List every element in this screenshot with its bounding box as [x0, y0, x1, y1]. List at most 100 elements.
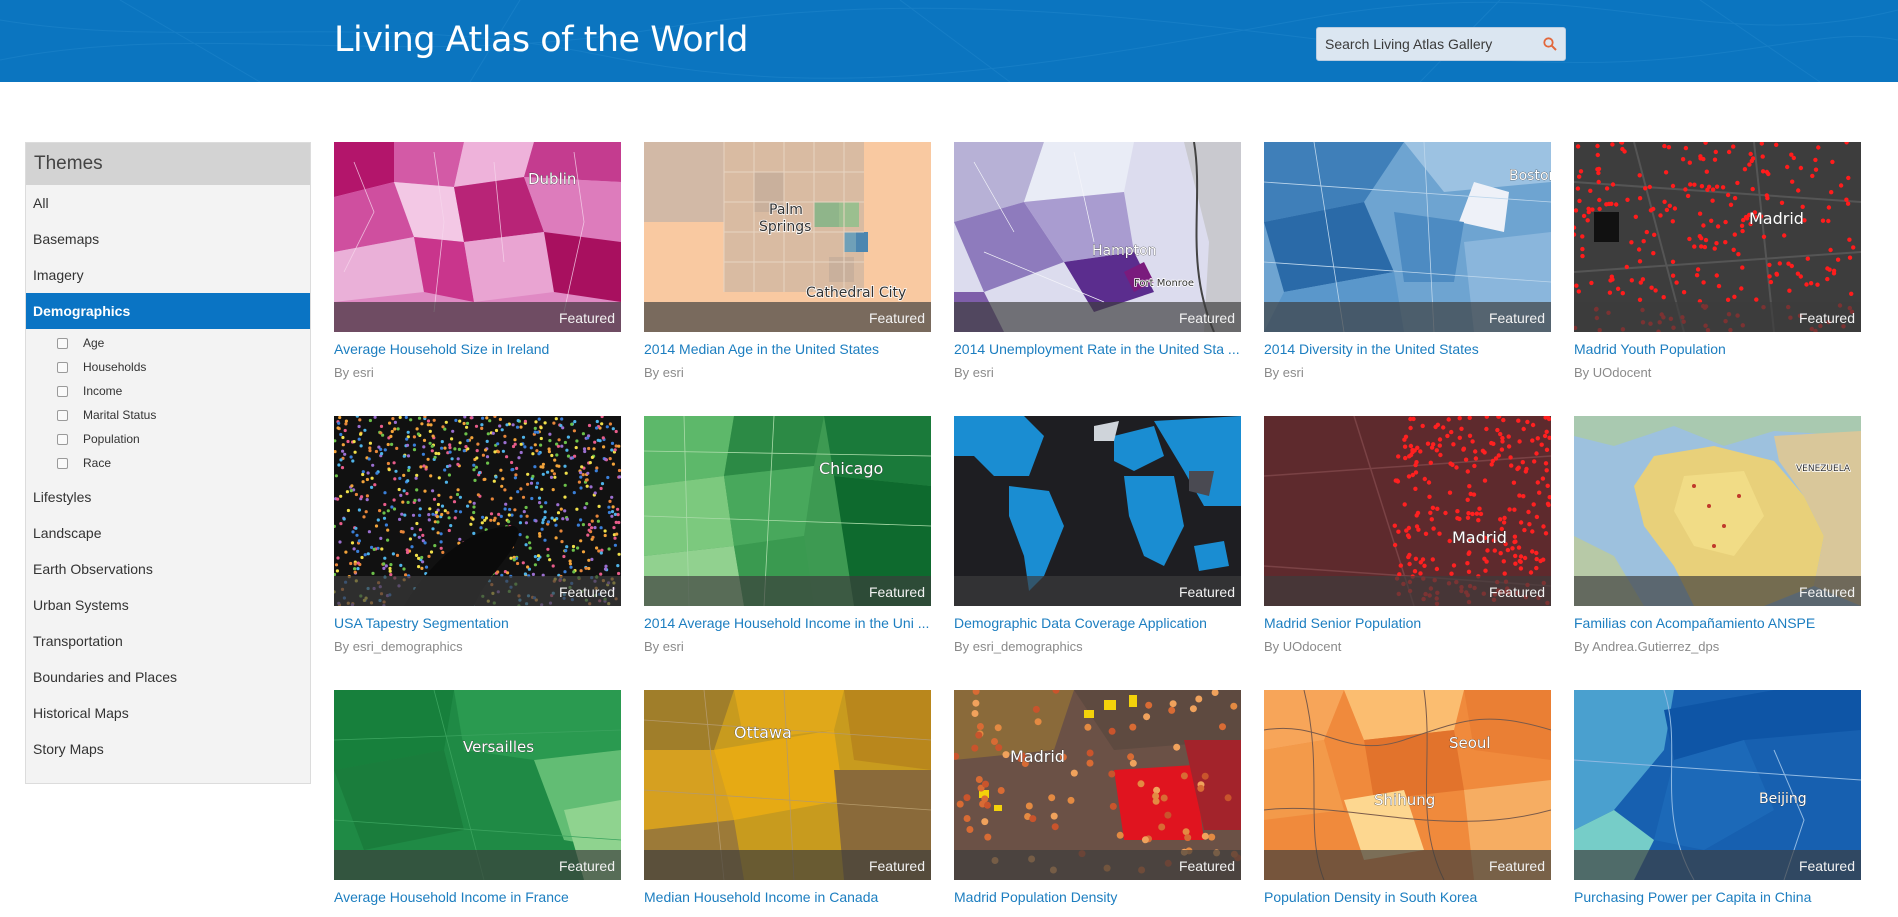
sidebar-item-all[interactable]: All — [33, 195, 49, 211]
map-dot — [616, 507, 620, 511]
map-dot — [1710, 198, 1715, 203]
income-checkbox[interactable] — [57, 385, 68, 397]
thumbnail-us-unemployment-rate[interactable]: Hampton Fort Monroe Featured — [954, 142, 1241, 332]
author-link[interactable]: esri — [352, 365, 374, 380]
card-title-link[interactable]: 2014 Average Household Income in the Uni… — [644, 615, 930, 631]
sidebar-item-earth-observations[interactable]: Earth Observations — [33, 561, 153, 577]
card-title-link[interactable]: Purchasing Power per Capita in China — [1574, 889, 1812, 905]
sidebar-item-demographics[interactable]: Demographics — [26, 293, 310, 329]
map-dot — [599, 572, 603, 576]
map-dot — [476, 493, 480, 497]
thumbnail-france-household-income[interactable]: Versailles Featured — [334, 690, 621, 880]
sidebar-item-transportation[interactable]: Transportation — [33, 633, 123, 649]
map-dot — [539, 465, 543, 469]
map-dot — [1844, 197, 1849, 202]
author-link[interactable]: UOdocent — [1592, 365, 1652, 380]
card-title-link[interactable]: Madrid Population Density — [954, 889, 1118, 905]
map-dot — [577, 480, 581, 484]
author-link[interactable]: esri_demographics — [352, 639, 463, 654]
age-checkbox[interactable] — [57, 337, 68, 349]
sidebar-item-lifestyles[interactable]: Lifestyles — [33, 489, 92, 505]
card-author: By esri_demographics — [334, 639, 621, 655]
subitem-age[interactable]: Age — [26, 331, 310, 355]
sidebar-item-basemaps[interactable]: Basemaps — [33, 231, 100, 247]
race-checkbox[interactable] — [57, 457, 68, 469]
map-dot — [1670, 259, 1676, 264]
subitem-marital-status[interactable]: Marital Status — [26, 403, 310, 427]
subitem-households[interactable]: Households — [26, 355, 310, 379]
card-title-link[interactable]: USA Tapestry Segmentation — [334, 615, 509, 631]
author-link[interactable]: esri_demographics — [972, 639, 1083, 654]
map-dot — [1408, 416, 1413, 422]
map-dot — [1546, 416, 1551, 422]
map-dot — [1467, 550, 1472, 555]
sidebar-item-story-maps[interactable]: Story Maps — [33, 741, 104, 757]
card-title-link[interactable]: Population Density in South Korea — [1264, 889, 1478, 905]
card-title-link[interactable]: Familias con Acompañamiento ANSPE — [1574, 615, 1816, 631]
thumbnail-usa-tapestry[interactable]: Featured — [334, 416, 621, 606]
sidebar-item-imagery[interactable]: Imagery — [33, 267, 84, 283]
thumbnail-china-purchasing-power[interactable]: Beijing Featured — [1574, 690, 1861, 880]
search-icon[interactable] — [1542, 36, 1558, 52]
card-title-link[interactable]: 2014 Diversity in the United States — [1264, 341, 1479, 357]
map-dot — [388, 566, 392, 571]
map-dot — [593, 491, 597, 495]
thumbnail-south-korea-density[interactable]: Seoul Shihung Featured — [1264, 690, 1551, 880]
thumbnail-us-diversity[interactable]: Boston Featured — [1264, 142, 1551, 332]
map-dot — [492, 479, 496, 483]
map-dot — [1522, 555, 1528, 561]
author-link[interactable]: esri — [972, 365, 994, 380]
map-dot — [500, 484, 504, 488]
map-dot — [1732, 294, 1737, 299]
population-checkbox[interactable] — [57, 433, 68, 445]
author-link[interactable]: esri — [662, 639, 684, 654]
map-dot — [610, 495, 614, 499]
author-link[interactable]: esri — [662, 365, 684, 380]
card-title-link[interactable]: 2014 Median Age in the United States — [644, 341, 880, 357]
thumbnail-canada-household-income[interactable]: Ottawa Featured — [644, 690, 931, 880]
sidebar-item-landscape[interactable]: Landscape — [33, 525, 102, 541]
author-link[interactable]: Andrea.Gutierrez_dps — [1592, 639, 1720, 654]
subitem-population[interactable]: Population — [26, 427, 310, 451]
thumbnail-us-household-income[interactable]: Chicago Featured — [644, 416, 931, 606]
card-title-link[interactable]: Madrid Youth Population — [1574, 341, 1726, 357]
thumbnail-data-coverage[interactable]: Featured — [954, 416, 1241, 606]
map-dot — [1434, 448, 1439, 453]
thumbnail-madrid-senior[interactable]: Madrid Featured — [1264, 416, 1551, 606]
map-dot — [436, 531, 440, 535]
map-dot — [535, 485, 539, 489]
search-input[interactable] — [1317, 28, 1553, 60]
card-title-link[interactable]: 2014 Unemployment Rate in the United Sta… — [954, 341, 1240, 357]
featured-label: Featured — [1178, 310, 1235, 326]
author-link[interactable]: UOdocent — [1282, 639, 1342, 654]
sidebar-item-historical-maps[interactable]: Historical Maps — [33, 705, 129, 721]
card-title-link[interactable]: Average Household Size in Ireland — [334, 341, 550, 357]
map-dot — [1437, 443, 1442, 448]
map-dot — [568, 562, 572, 566]
author-link[interactable]: esri — [1282, 365, 1304, 380]
thumbnail-ireland-household-size[interactable]: Dublin Featured — [334, 142, 621, 332]
card-title-link[interactable]: Median Household Income in Canada — [644, 889, 879, 905]
map-dot — [546, 470, 550, 474]
thumbnail-madrid-density[interactable]: Madrid Featured — [954, 690, 1241, 880]
card-title-link[interactable]: Average Household Income in France — [334, 889, 569, 905]
map-dot — [474, 465, 478, 469]
map-dot — [405, 548, 409, 552]
thumbnail-familias-anspe[interactable]: VENEZUELA Featured — [1574, 416, 1861, 606]
map-dot — [547, 450, 551, 454]
map-dot — [617, 468, 621, 473]
sidebar-item-urban-systems[interactable]: Urban Systems — [33, 597, 129, 613]
sidebar-item-boundaries-and-places[interactable]: Boundaries and Places — [33, 669, 177, 685]
thumbnail-us-median-age[interactable]: Palm Springs Cathedral City Featured — [644, 142, 931, 332]
marital-status-checkbox[interactable] — [57, 409, 68, 421]
map-dot — [1493, 456, 1499, 461]
map-dot — [523, 445, 527, 449]
subitem-income[interactable]: Income — [26, 379, 310, 403]
card-title-link[interactable]: Madrid Senior Population — [1264, 615, 1422, 631]
map-dot — [1643, 186, 1648, 191]
map-dot — [458, 441, 462, 445]
card-title-link[interactable]: Demographic Data Coverage Application — [954, 615, 1207, 631]
subitem-race[interactable]: Race — [26, 451, 310, 475]
thumbnail-madrid-youth[interactable]: Madrid Featured — [1574, 142, 1861, 332]
households-checkbox[interactable] — [57, 361, 68, 373]
